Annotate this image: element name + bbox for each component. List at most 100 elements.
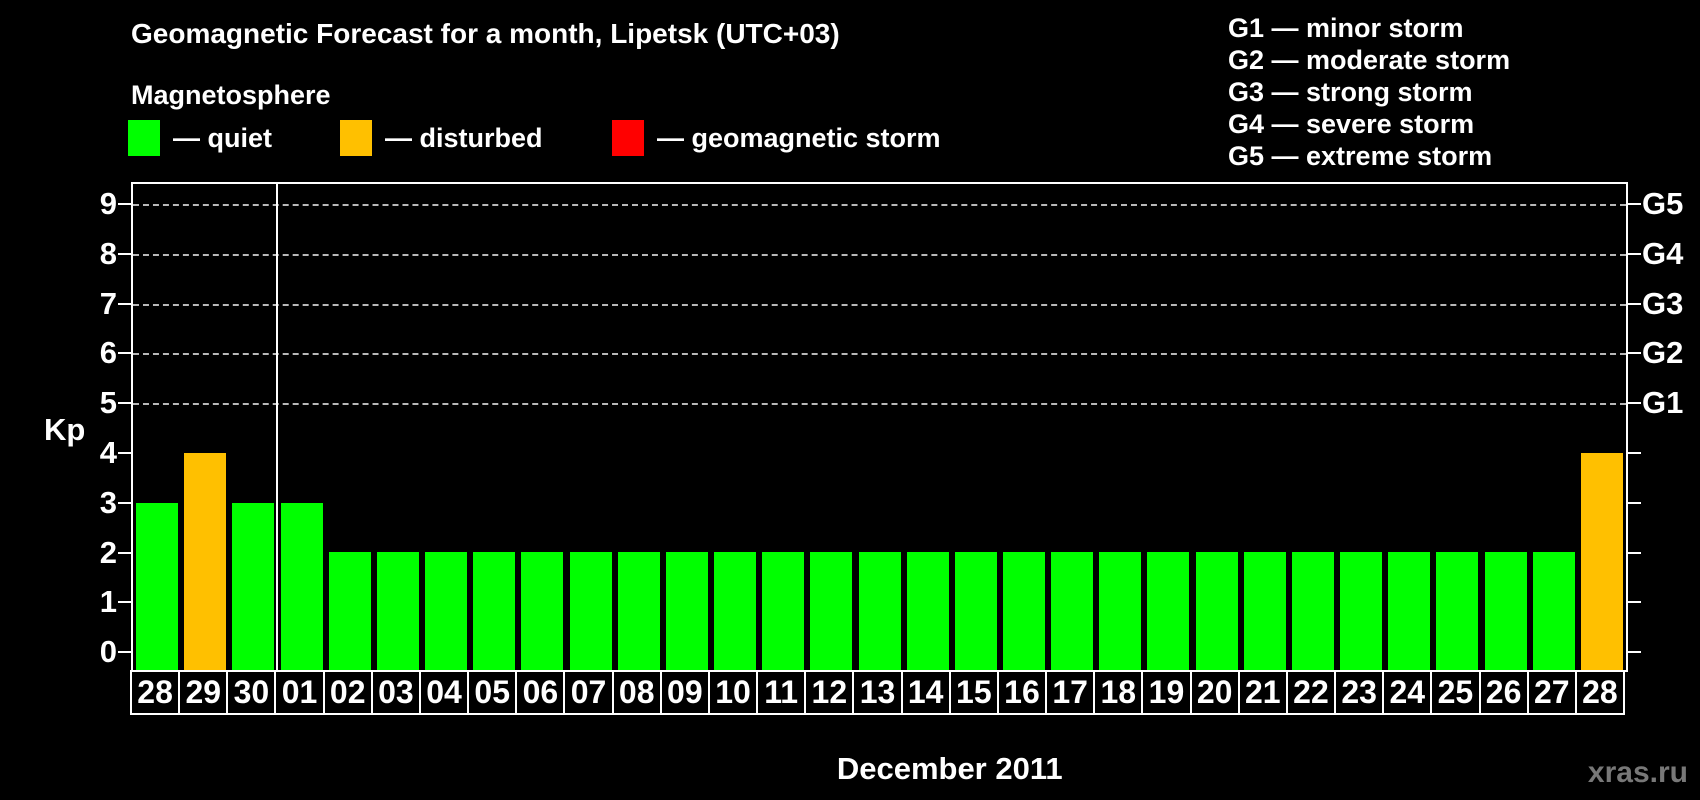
legend-item-storm: — geomagnetic storm <box>612 119 941 157</box>
storm-scale-line-g5: G5 — extreme storm <box>1228 141 1493 171</box>
x-tick-label-day-06: 06 <box>515 670 566 715</box>
legend-item-quiet: — quiet <box>128 119 272 157</box>
kp-bar-day-08 <box>617 552 660 670</box>
right-axis-label-g5: G5 <box>1642 186 1684 221</box>
y-tick-left-9 <box>118 203 131 205</box>
x-tick-label-day-23: 23 <box>1334 670 1385 715</box>
watermark: xras.ru <box>1587 756 1688 789</box>
right-axis-label-g1: G1 <box>1642 385 1684 421</box>
storm-scale-line-g1: G1 — minor storm <box>1228 13 1464 43</box>
y-tick-label-9: 9 <box>99 186 117 221</box>
kp-bar-day-21 <box>1243 552 1286 670</box>
y-tick-left-1 <box>118 601 131 604</box>
x-tick-label-day-09: 09 <box>659 670 710 715</box>
kp-bar-day-06 <box>521 552 564 670</box>
right-axis-label-g4: G4 <box>1642 235 1684 271</box>
plot-area: 0 1 2 3 4 5 6 7 8 9 G1 G2 G3 G4 G5 <box>100 182 1683 672</box>
storm-scale-line-g2: G2 — moderate storm <box>1228 45 1511 75</box>
x-tick-label-day-26: 26 <box>1478 670 1529 715</box>
x-tick-label-day-29: 29 <box>178 670 229 715</box>
x-tick-label-day-28: 28 <box>130 670 181 715</box>
y-tick-left-5 <box>118 402 131 405</box>
y-tick-right-9 <box>1628 203 1641 205</box>
y-tick-right-1 <box>1628 601 1641 604</box>
kp-bar-day-19 <box>1147 552 1190 670</box>
y-tick-left-0 <box>118 651 131 654</box>
kp-bar-day-16 <box>1002 552 1045 670</box>
kp-bar-day-13 <box>858 552 901 670</box>
y-tick-label-7: 7 <box>99 285 117 321</box>
x-tick-label-day-01: 01 <box>274 670 325 715</box>
storm-scale-legend: G1 — minor storm G2 — moderate storm G3 — … <box>1228 12 1510 172</box>
y-tick-right-0 <box>1628 651 1641 654</box>
right-axis-label-g2: G2 <box>1642 335 1684 371</box>
y-axis-label: Kp <box>44 412 86 447</box>
kp-bar-day-17 <box>1051 552 1094 670</box>
x-tick-label-day-25: 25 <box>1430 670 1481 715</box>
right-axis-label-g3: G3 <box>1642 285 1684 321</box>
y-tick-right-8 <box>1628 252 1641 255</box>
x-tick-label-day-08: 08 <box>611 670 662 715</box>
kp-bar-day-24 <box>1388 552 1431 670</box>
kp-bar-day-09 <box>665 552 708 670</box>
x-tick-label-day-22: 22 <box>1285 670 1337 715</box>
y-tick-right-7 <box>1628 302 1641 305</box>
x-tick-label-day-27: 27 <box>1526 670 1577 715</box>
gridline-kp9 <box>133 204 1626 206</box>
kp-bar-day-11 <box>762 552 805 670</box>
legend-swatch-disturbed-icon <box>340 120 372 156</box>
x-tick-label-day-30: 30 <box>226 670 277 715</box>
kp-bar-day-22 <box>1291 552 1334 670</box>
kp-bar-day-18 <box>1099 552 1142 670</box>
y-tick-label-3: 3 <box>99 484 117 520</box>
y-tick-left-2 <box>118 551 131 554</box>
gridline-kp7 <box>133 303 1626 306</box>
legend-label-storm: — geomagnetic storm <box>657 122 941 153</box>
y-tick-label-8: 8 <box>99 235 117 271</box>
legend-label-disturbed: — disturbed <box>385 122 543 153</box>
y-tick-right-3 <box>1628 501 1641 504</box>
kp-bar-day-30 <box>232 502 275 670</box>
y-tick-label-2: 2 <box>99 534 117 570</box>
gridline-kp5 <box>133 403 1626 406</box>
x-tick-label-day-05: 05 <box>467 670 518 715</box>
kp-bar-day-23 <box>1340 552 1383 670</box>
x-tick-label-day-19: 19 <box>1141 670 1192 715</box>
x-tick-label-day-13: 13 <box>852 670 903 715</box>
y-tick-label-6: 6 <box>99 335 117 371</box>
y-tick-left-6 <box>118 352 131 355</box>
x-tick-label-day-07: 07 <box>563 670 614 715</box>
y-tick-label-0: 0 <box>99 634 117 670</box>
gridline-kp6 <box>133 353 1626 356</box>
x-tick-label-day-16: 16 <box>996 670 1048 715</box>
legend-label-quiet: — quiet <box>173 122 272 153</box>
x-tick-label-day-28: 28 <box>1574 670 1625 715</box>
kp-bar-day-20 <box>1195 552 1238 670</box>
x-tick-label-day-10: 10 <box>707 670 759 715</box>
y-tick-label-5: 5 <box>99 385 117 421</box>
month-separator-line <box>276 184 279 670</box>
legend-swatch-quiet-icon <box>128 120 160 156</box>
y-tick-left-4 <box>118 452 131 454</box>
y-tick-label-1: 1 <box>99 584 117 620</box>
kp-bar-day-15 <box>954 552 997 670</box>
kp-bar-day-04 <box>425 552 468 670</box>
x-tick-label-day-03: 03 <box>370 670 421 715</box>
x-tick-label-day-02: 02 <box>322 670 373 715</box>
kp-bar-day-28 <box>136 502 179 670</box>
x-tick-label-day-14: 14 <box>900 670 951 715</box>
y-tick-left-3 <box>118 501 131 504</box>
legend-title: Magnetosphere <box>131 80 331 110</box>
y-tick-right-6 <box>1628 352 1641 355</box>
magnetosphere-legend: — quiet — disturbed — geomagnetic storm <box>0 119 1100 157</box>
x-axis-date-row: 28 29 30 01 02 03 04 05 06 07 08 09 10 11 12 13 14 15 16 17… <box>130 670 1625 715</box>
x-tick-label-day-17: 17 <box>1045 670 1096 715</box>
kp-bar-day-03 <box>376 552 419 670</box>
y-tick-right-4 <box>1628 452 1641 454</box>
kp-bar-day-05 <box>473 552 516 670</box>
x-tick-label-day-18: 18 <box>1093 670 1144 715</box>
kp-bar-day-12 <box>810 552 853 670</box>
kp-bar-day-29 <box>184 452 227 670</box>
y-tick-left-8 <box>118 252 131 255</box>
